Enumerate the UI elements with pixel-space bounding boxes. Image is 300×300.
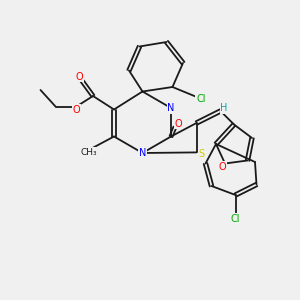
- Text: Cl: Cl: [231, 214, 240, 224]
- Text: O: O: [218, 162, 226, 172]
- Text: N: N: [139, 148, 146, 158]
- Text: S: S: [199, 149, 205, 159]
- Text: O: O: [76, 71, 83, 82]
- Text: O: O: [175, 118, 182, 129]
- Text: O: O: [73, 105, 80, 115]
- Text: Cl: Cl: [196, 94, 206, 104]
- Text: H: H: [220, 103, 228, 113]
- Text: CH₃: CH₃: [80, 148, 97, 157]
- Text: N: N: [167, 103, 175, 113]
